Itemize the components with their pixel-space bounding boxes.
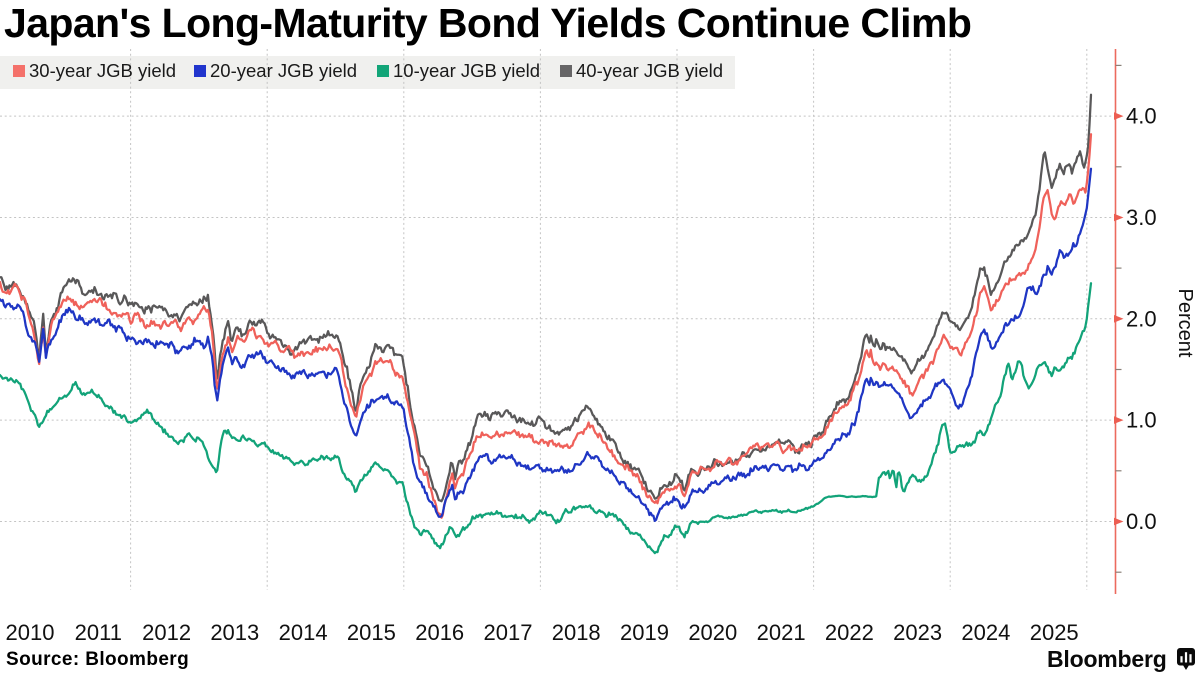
svg-text:2014: 2014	[279, 620, 328, 645]
svg-text:2016: 2016	[415, 620, 464, 645]
svg-text:Percent: Percent	[1174, 289, 1196, 358]
svg-text:2023: 2023	[893, 620, 942, 645]
svg-text:2020: 2020	[688, 620, 737, 645]
svg-text:2013: 2013	[210, 620, 259, 645]
svg-text:2022: 2022	[825, 620, 874, 645]
svg-text:2019: 2019	[620, 620, 669, 645]
svg-text:2010: 2010	[6, 620, 55, 645]
svg-text:1.0: 1.0	[1126, 408, 1157, 433]
svg-text:2021: 2021	[757, 620, 806, 645]
svg-text:2.0: 2.0	[1126, 306, 1157, 331]
svg-text:0.0: 0.0	[1126, 509, 1157, 534]
svg-text:2025: 2025	[1030, 620, 1079, 645]
svg-text:3.0: 3.0	[1126, 205, 1157, 230]
svg-text:2015: 2015	[347, 620, 396, 645]
svg-text:2017: 2017	[484, 620, 533, 645]
svg-text:2012: 2012	[142, 620, 191, 645]
svg-text:2018: 2018	[552, 620, 601, 645]
svg-text:2024: 2024	[961, 620, 1010, 645]
svg-text:2011: 2011	[75, 620, 122, 645]
svg-text:4.0: 4.0	[1126, 104, 1157, 129]
